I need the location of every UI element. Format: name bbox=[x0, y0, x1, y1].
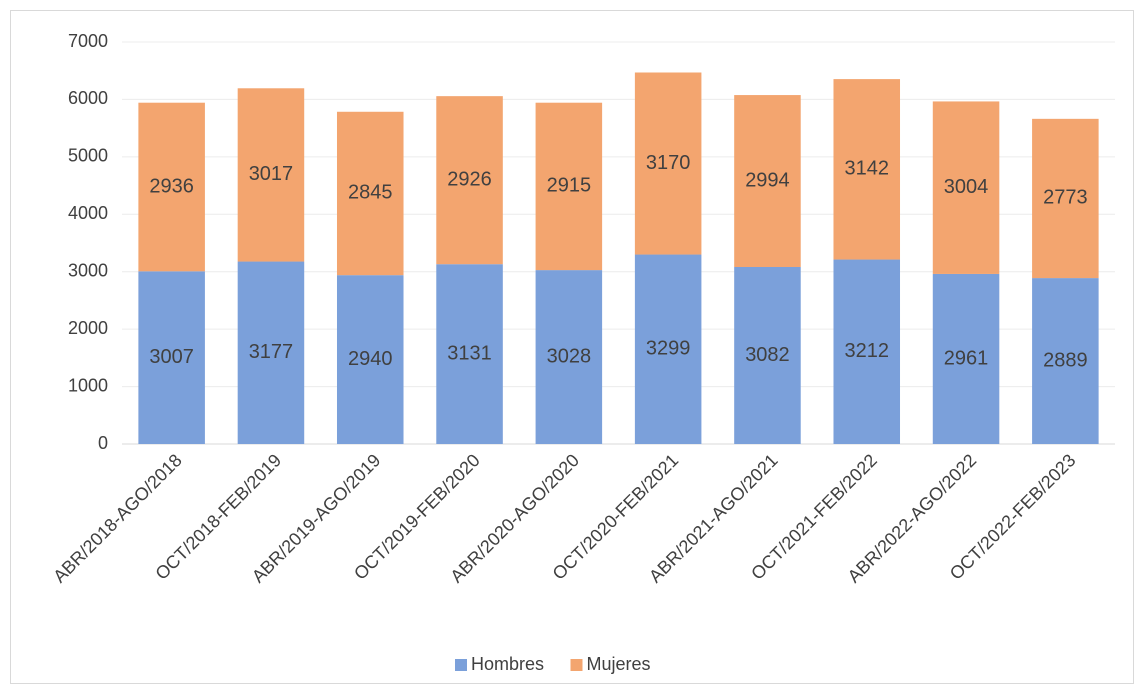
bar bbox=[336, 275, 404, 444]
data-label: 2845 bbox=[348, 182, 393, 204]
bar bbox=[336, 111, 404, 276]
y-tick-label: 4000 bbox=[68, 203, 108, 223]
y-tick-label: 1000 bbox=[68, 375, 108, 395]
bar bbox=[634, 72, 702, 255]
bar bbox=[138, 271, 205, 444]
data-label: 3299 bbox=[646, 338, 691, 360]
y-tick-label: 3000 bbox=[68, 260, 108, 280]
bar bbox=[833, 79, 901, 260]
y-tick-label: 5000 bbox=[68, 146, 108, 166]
bar bbox=[734, 267, 801, 444]
y-tick-label: 2000 bbox=[68, 318, 108, 338]
bar bbox=[237, 88, 305, 262]
bar bbox=[1032, 278, 1099, 444]
legend-label: Hombres bbox=[471, 654, 544, 674]
bar bbox=[932, 273, 1000, 444]
legend-swatch bbox=[455, 659, 467, 671]
data-label: 2773 bbox=[1043, 187, 1088, 209]
data-label: 2994 bbox=[745, 169, 790, 191]
data-label: 3028 bbox=[547, 345, 592, 367]
data-label: 3004 bbox=[944, 176, 989, 198]
bar bbox=[734, 95, 801, 268]
data-label: 2926 bbox=[447, 168, 492, 190]
y-tick-label: 7000 bbox=[68, 31, 108, 51]
bar bbox=[436, 264, 503, 444]
data-label: 3007 bbox=[149, 346, 194, 368]
bar bbox=[535, 102, 603, 271]
data-label: 3082 bbox=[745, 344, 790, 366]
data-label: 3142 bbox=[845, 158, 890, 180]
data-label: 3170 bbox=[646, 152, 691, 174]
bar bbox=[634, 254, 702, 444]
data-label: 2940 bbox=[348, 348, 393, 370]
y-tick-label: 6000 bbox=[68, 88, 108, 108]
y-tick-label: 0 bbox=[98, 433, 108, 453]
data-label: 3177 bbox=[249, 341, 294, 363]
chart-border bbox=[10, 10, 1134, 684]
data-label: 3212 bbox=[845, 340, 890, 362]
data-label: 3131 bbox=[447, 342, 492, 364]
data-label: 2961 bbox=[944, 347, 989, 369]
data-label: 3017 bbox=[249, 163, 294, 185]
bar bbox=[138, 102, 205, 272]
legend-swatch bbox=[570, 659, 583, 671]
bar bbox=[1032, 118, 1099, 279]
data-label: 2936 bbox=[149, 175, 194, 197]
bar bbox=[237, 261, 305, 444]
legend-label: Mujeres bbox=[587, 654, 651, 674]
bar bbox=[535, 270, 603, 444]
bar bbox=[833, 259, 901, 444]
data-label: 2915 bbox=[547, 175, 592, 197]
bar bbox=[932, 101, 1000, 274]
bar bbox=[436, 96, 503, 265]
data-label: 2889 bbox=[1043, 349, 1088, 371]
